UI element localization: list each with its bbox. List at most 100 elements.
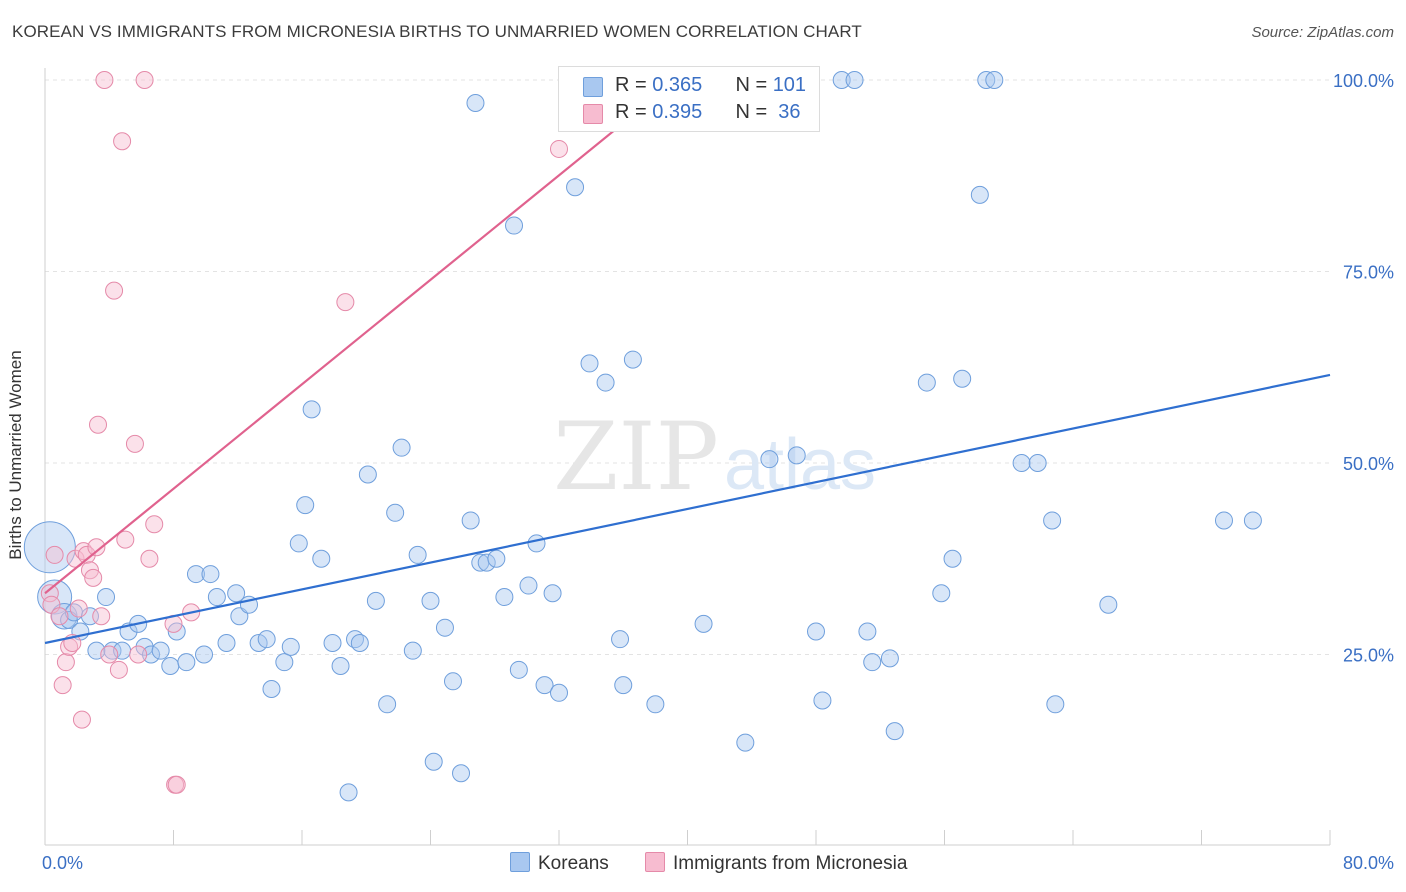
korean-point: [312, 549, 331, 568]
r-value: 0.395: [652, 101, 703, 123]
micronesia-trend-line: [44, 79, 677, 595]
tick-labels: 25.0% 50.0% 75.0% 100.0% 0.0% 80.0%: [42, 71, 1394, 873]
micronesia-point: [129, 645, 148, 664]
watermark: ZIP atlas: [553, 403, 876, 512]
korean-point: [943, 549, 962, 568]
korean-point: [161, 656, 180, 675]
korean-point: [985, 71, 1004, 89]
korean-point: [275, 653, 294, 672]
n-label: N =: [735, 74, 773, 96]
korean-point: [408, 545, 427, 564]
y-tick-label: 25.0%: [1343, 646, 1394, 666]
korean-point: [1099, 595, 1118, 614]
korean-point: [461, 511, 480, 530]
x-tick-label: 0.0%: [42, 853, 83, 873]
korean-point: [970, 185, 989, 204]
micronesia-point: [69, 599, 88, 618]
korean-point: [1243, 511, 1262, 530]
korean-point: [932, 584, 951, 603]
micronesia-point: [140, 549, 159, 568]
micronesia-point: [125, 434, 144, 453]
korean-point: [257, 630, 276, 649]
korean-point: [832, 71, 851, 89]
korean-point: [378, 695, 397, 714]
micronesia-point: [50, 607, 69, 626]
korean-point: [495, 588, 514, 607]
r-label: R =: [615, 74, 653, 96]
micronesia-point: [100, 645, 119, 664]
korean-point: [262, 679, 281, 698]
korean-point: [813, 691, 832, 710]
source-credit: Source: ZipAtlas.com: [1251, 24, 1394, 41]
korean-point: [535, 676, 554, 695]
korean-point: [614, 676, 633, 695]
korean-point: [177, 653, 196, 672]
korean-point: [331, 656, 350, 675]
korean-point: [550, 683, 568, 702]
micronesia-point: [95, 71, 114, 89]
korean-point: [142, 645, 161, 664]
korean-point: [421, 591, 440, 610]
n-value: 101: [772, 74, 807, 96]
chart-title: KOREAN VS IMMIGRANTS FROM MICRONESIA BIR…: [12, 22, 862, 41]
korean-point: [543, 584, 562, 603]
korean-point: [505, 216, 524, 235]
micronesia-point: [550, 139, 568, 158]
korean-point: [596, 373, 615, 392]
korean-point: [435, 618, 454, 637]
legend-item-micronesia[interactable]: Immigrants from Micronesia: [645, 852, 907, 876]
korean-point: [302, 400, 321, 419]
korean-point: [580, 354, 599, 373]
korean-point: [611, 630, 630, 649]
micronesia-point: [72, 710, 91, 729]
korean-point: [227, 584, 246, 603]
data-points: [23, 71, 1262, 802]
micronesia-point: [45, 545, 64, 564]
trend-lines: [44, 79, 1331, 645]
korean-point: [207, 588, 226, 607]
korean-point: [760, 450, 779, 469]
korean-point: [424, 752, 443, 771]
korean-point: [443, 672, 462, 691]
korean-point: [509, 660, 528, 679]
micronesia-point: [40, 584, 59, 603]
micronesia-swatch: [583, 104, 603, 124]
korean-point: [880, 649, 899, 668]
micronesia-point: [92, 607, 111, 626]
legend-item-koreans[interactable]: Koreans: [510, 852, 609, 876]
korean-point: [386, 503, 405, 522]
korean-point: [646, 695, 665, 714]
micronesia-point: [113, 132, 132, 151]
korean-point: [289, 534, 308, 553]
korean-point: [736, 733, 755, 752]
micronesia-point: [87, 538, 106, 557]
korean-point: [452, 764, 471, 783]
korean-point: [186, 565, 205, 584]
korean-point: [917, 373, 936, 392]
micronesia-point: [89, 415, 108, 434]
r-label: R =: [615, 101, 653, 123]
korean-point: [1046, 695, 1065, 714]
korean-point: [807, 622, 825, 641]
grid-lines: [45, 79, 1330, 655]
korean-trend-line: [44, 373, 1331, 645]
micronesia-point: [167, 775, 186, 794]
korean-point: [323, 634, 342, 653]
micronesia-legend-swatch: [645, 852, 665, 872]
legend-label: Koreans: [538, 853, 609, 874]
korean-point: [350, 634, 369, 653]
micronesia-point: [109, 660, 128, 679]
korean-point: [296, 496, 315, 515]
n-value: 36: [772, 101, 801, 123]
korean-point: [623, 350, 642, 369]
korean-point: [403, 641, 422, 660]
korean-point: [477, 553, 496, 572]
micronesia-point: [77, 545, 96, 564]
watermark-zip: ZIP: [553, 403, 719, 512]
korean-point: [885, 722, 904, 741]
micronesia-point: [105, 281, 124, 300]
korean-point: [195, 645, 214, 664]
korean-point: [519, 576, 538, 595]
korean-point: [487, 549, 506, 568]
